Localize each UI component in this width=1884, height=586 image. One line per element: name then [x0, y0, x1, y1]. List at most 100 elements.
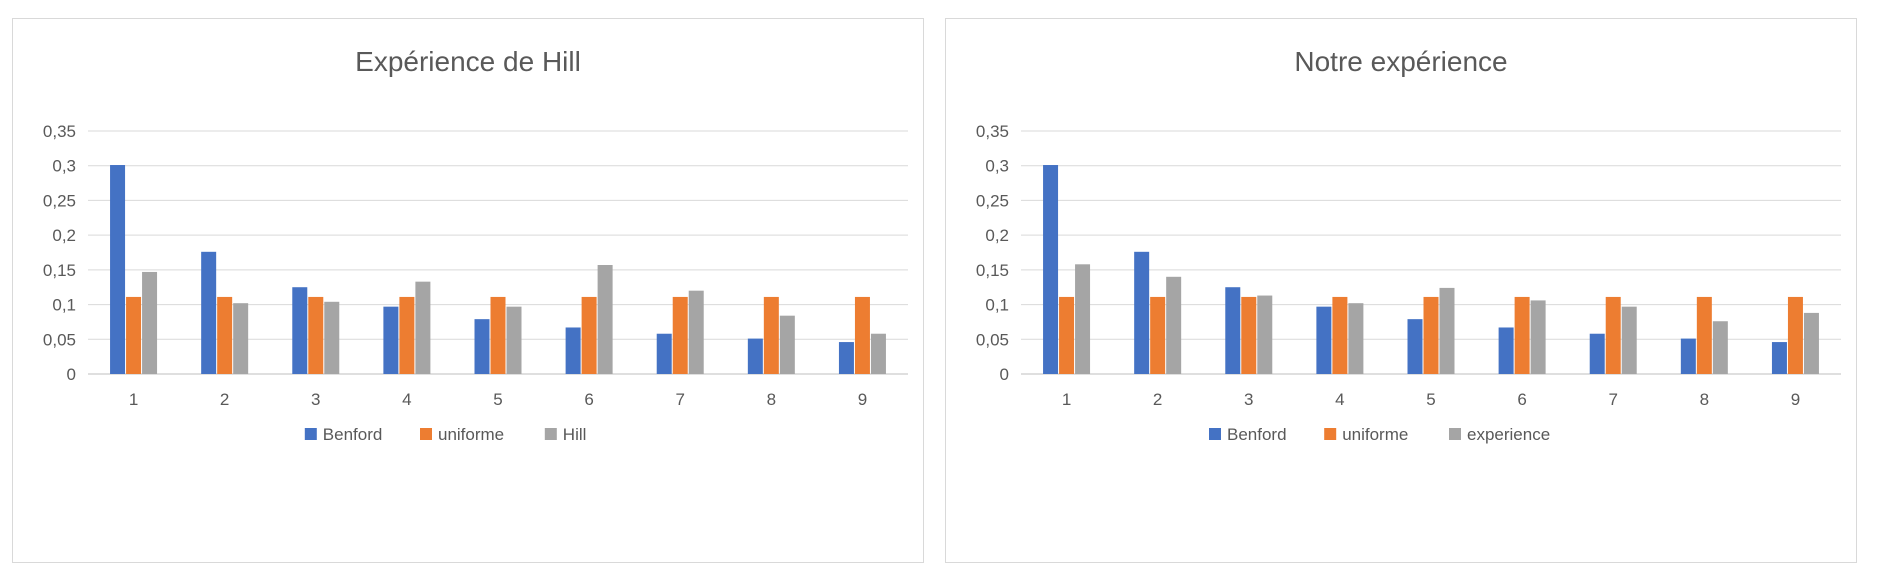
- x-tick-label: 7: [675, 390, 684, 409]
- x-tick-label: 2: [220, 390, 229, 409]
- x-tick-label: 4: [1335, 390, 1344, 409]
- bar-hill-5: [506, 306, 522, 374]
- bar-benford-1: [1043, 165, 1059, 374]
- bar-uniforme-8: [763, 296, 779, 374]
- bar-benford-6: [565, 327, 581, 374]
- legend-swatch-uniforme: [420, 428, 432, 440]
- bar-uniforme-3: [1241, 296, 1257, 374]
- bar-experience-3: [1257, 295, 1273, 374]
- bar-uniforme-5: [1423, 296, 1439, 374]
- y-tick-label: 0,05: [976, 330, 1009, 349]
- legend-label-benford: Benford: [323, 425, 383, 444]
- bar-benford-9: [1771, 342, 1787, 374]
- y-tick-label: 0: [1000, 365, 1009, 384]
- x-tick-label: 4: [402, 390, 411, 409]
- y-tick-label: 0,35: [43, 122, 76, 141]
- chart-panel-notre-experience: Notre expérience 0 0,05 0,1 0,15 0,2 0,25 0,3 0…: [945, 18, 1857, 563]
- legend-label-benford: Benford: [1227, 425, 1287, 444]
- bar-benford-4: [1316, 306, 1332, 374]
- bar-uniforme-1: [1059, 296, 1075, 374]
- legend-swatch-benford: [1209, 428, 1221, 440]
- bar-uniforme-6: [1514, 296, 1530, 374]
- bar-uniforme-2: [217, 296, 233, 374]
- chart-title: Expérience de Hill: [355, 46, 581, 77]
- bar-uniforme-5: [490, 296, 506, 374]
- x-tick-label: 6: [584, 390, 593, 409]
- bar-hill-6: [597, 264, 613, 374]
- x-tick-label: 3: [1244, 390, 1253, 409]
- x-tick-label: 6: [1517, 390, 1526, 409]
- x-tick-label: 9: [858, 390, 867, 409]
- legend-label-experience: experience: [1467, 425, 1550, 444]
- bar-benford-8: [1680, 338, 1696, 374]
- bar-chart-notre-experience: Notre expérience 0 0,05 0,1 0,15 0,2 0,25 0,3 0…: [976, 46, 1841, 444]
- legend-swatch-benford: [304, 428, 317, 440]
- bar-uniforme-3: [308, 296, 324, 374]
- bar-benford-7: [1589, 333, 1605, 374]
- x-tick-label: 8: [1700, 390, 1709, 409]
- y-tick-label: 0,1: [985, 296, 1009, 315]
- y-tick-label: 0,3: [985, 157, 1009, 176]
- legend-swatch-hill: [544, 428, 557, 440]
- y-tick-label: 0,35: [976, 122, 1009, 141]
- x-tick-label: 9: [1791, 390, 1800, 409]
- y-tick-label: 0,25: [43, 191, 76, 210]
- bar-uniforme-4: [1332, 296, 1348, 374]
- bar-uniforme-7: [1605, 296, 1621, 374]
- bar-benford-1: [110, 165, 126, 374]
- y-tick-label: 0,15: [976, 261, 1009, 280]
- bar-experience-1: [1075, 264, 1091, 374]
- x-tick-label: 5: [493, 390, 502, 409]
- legend-label-uniforme: uniforme: [438, 425, 504, 444]
- x-tick-label: 5: [1426, 390, 1435, 409]
- bar-experience-6: [1530, 300, 1546, 374]
- bar-hill-7: [688, 290, 704, 374]
- bar-hill-9: [870, 333, 886, 374]
- bar-uniforme-2: [1150, 296, 1166, 374]
- y-tick-label: 0,3: [52, 157, 76, 176]
- bar-uniforme-4: [399, 296, 415, 374]
- bar-benford-3: [1225, 287, 1241, 374]
- bar-chart-hill: Expérience de Hill 0 0,05 0,1 0,15 0,2 0,25 0,…: [43, 46, 908, 444]
- y-tick-label: 0,2: [985, 226, 1009, 245]
- bar-benford-5: [474, 319, 490, 374]
- x-tick-label: 7: [1608, 390, 1617, 409]
- bar-benford-6: [1498, 327, 1514, 374]
- bar-benford-2: [1134, 251, 1150, 374]
- bar-benford-9: [838, 342, 854, 374]
- bar-experience-2: [1166, 276, 1182, 374]
- x-tick-label: 1: [1062, 390, 1071, 409]
- x-tick-label: 3: [311, 390, 320, 409]
- bar-experience-8: [1712, 321, 1728, 374]
- bar-uniforme-1: [126, 296, 142, 374]
- legend-label-uniforme: uniforme: [1342, 425, 1408, 444]
- bar-uniforme-8: [1696, 296, 1712, 374]
- chart-title: Notre expérience: [1294, 46, 1507, 77]
- bar-hill-8: [779, 315, 795, 374]
- bar-benford-4: [383, 306, 399, 374]
- bar-experience-7: [1621, 306, 1637, 374]
- x-tick-label: 8: [767, 390, 776, 409]
- legend-swatch-uniforme: [1324, 428, 1337, 440]
- chart-panel-hill: Expérience de Hill 0 0,05 0,1 0,15 0,2 0,25 0,…: [12, 18, 924, 563]
- bar-experience-5: [1439, 287, 1455, 374]
- bar-uniforme-6: [581, 296, 597, 374]
- bar-benford-7: [656, 333, 672, 374]
- y-tick-label: 0: [67, 365, 76, 384]
- bar-benford-2: [201, 251, 217, 374]
- bar-hill-1: [142, 271, 158, 374]
- x-tick-label: 2: [1153, 390, 1162, 409]
- bar-experience-9: [1803, 312, 1819, 374]
- bar-experience-4: [1348, 303, 1364, 374]
- bar-uniforme-7: [672, 296, 688, 374]
- bar-hill-2: [233, 303, 249, 374]
- y-tick-label: 0,1: [52, 296, 76, 315]
- bar-benford-8: [747, 338, 763, 374]
- bar-uniforme-9: [854, 296, 870, 374]
- legend-swatch-experience: [1449, 428, 1461, 440]
- x-tick-label: 1: [129, 390, 138, 409]
- bar-hill-3: [324, 301, 340, 374]
- legend-label-hill: Hill: [563, 425, 587, 444]
- y-tick-label: 0,15: [43, 261, 76, 280]
- y-tick-label: 0,25: [976, 191, 1009, 210]
